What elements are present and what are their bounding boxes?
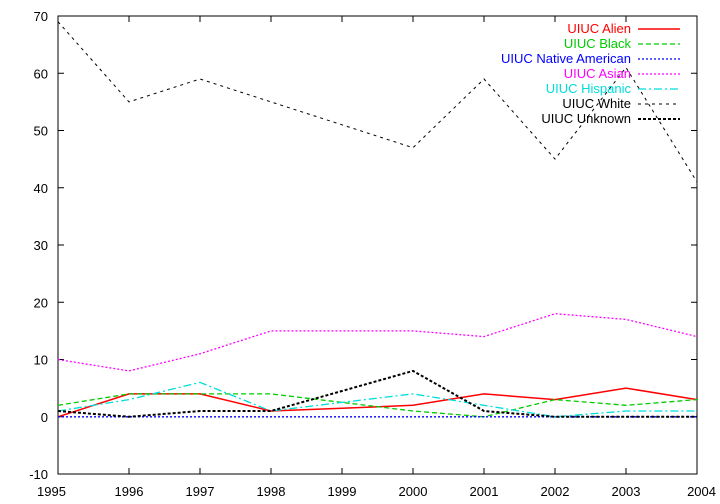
series-line-uiuc-alien	[57, 387, 698, 418]
y-tick-label: 20	[34, 295, 48, 310]
legend-label: UIUC White	[562, 96, 631, 111]
x-tick-label: 1998	[257, 484, 286, 499]
series-line-uiuc-black	[57, 393, 698, 418]
y-tick-label: 30	[34, 238, 48, 253]
legend-label: UIUC Alien	[567, 21, 631, 36]
x-tick-label: 1997	[186, 484, 215, 499]
y-tick-label: -10	[29, 467, 48, 482]
y-tick-label: 50	[34, 124, 48, 139]
legend-label: UIUC Native American	[501, 51, 631, 66]
x-axis: 1995 1996 1997 1998 1999 2000 2001 2002 2003 2004	[37, 16, 716, 499]
y-tick-label: 70	[34, 9, 48, 24]
x-tick-label: 2003	[612, 484, 641, 499]
x-tick-label: 1996	[115, 484, 144, 499]
x-tick-label: 1999	[328, 484, 357, 499]
legend-label: UIUC Black	[564, 36, 632, 51]
legend-label: UIUC Asian	[564, 66, 631, 81]
x-tick-label: 1995	[37, 484, 66, 499]
legend-label: UIUC Unknown	[541, 111, 631, 126]
series-line-uiuc-unknown	[57, 369, 697, 418]
x-tick-label: 2004	[687, 484, 716, 499]
legend-label: UIUC Hispanic	[546, 81, 632, 96]
y-tick-label: 40	[34, 181, 48, 196]
series-line-uiuc-asian	[57, 313, 698, 372]
x-tick-label: 2002	[541, 484, 570, 499]
y-tick-label: 10	[34, 353, 48, 368]
y-tick-label: 0	[41, 410, 48, 425]
x-tick-label: 2001	[470, 484, 499, 499]
y-tick-label: 60	[34, 66, 48, 81]
y-axis: -10 0 10 20 30 40 50 60 70	[29, 9, 697, 482]
x-tick-label: 2000	[399, 484, 428, 499]
series-lines	[57, 21, 698, 418]
series-line-uiuc-hispanic	[57, 381, 697, 418]
